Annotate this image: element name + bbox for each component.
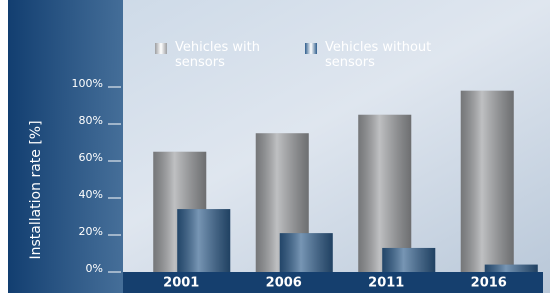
- margin: [0, 0, 8, 293]
- y-tick-label: 100%: [72, 77, 103, 90]
- bar-shading: [485, 265, 538, 272]
- x-tick-label: 2006: [266, 276, 302, 291]
- x-tick-label: 2001: [163, 276, 199, 291]
- legend-label: Vehicles without sensors: [325, 40, 435, 70]
- bar-shading: [280, 233, 333, 272]
- y-tick-label: 40%: [79, 188, 103, 201]
- legend-swatch: [305, 43, 317, 54]
- chart-container: Installation rate [%] 0% 20% 40% 60% 80% 100%…: [0, 0, 550, 293]
- y-tick-label: 20%: [79, 225, 103, 238]
- x-tick-label: 2016: [471, 276, 507, 291]
- y-tick-label: 60%: [79, 151, 103, 164]
- x-tick-label: 2011: [368, 276, 404, 291]
- side-panel: [8, 0, 123, 293]
- y-tick-label: 80%: [79, 114, 103, 127]
- legend-label: Vehicles with sensors: [175, 40, 285, 70]
- bar-shading: [382, 248, 435, 272]
- y-axis-label: Installation rate [%]: [28, 120, 44, 259]
- legend-item: Vehicles without sensors: [305, 40, 435, 70]
- legend-swatch: [155, 43, 167, 54]
- y-tick-label: 0%: [86, 262, 103, 275]
- bar-shading: [461, 91, 514, 272]
- bar-shading: [177, 209, 230, 272]
- legend-item: Vehicles with sensors: [155, 40, 285, 70]
